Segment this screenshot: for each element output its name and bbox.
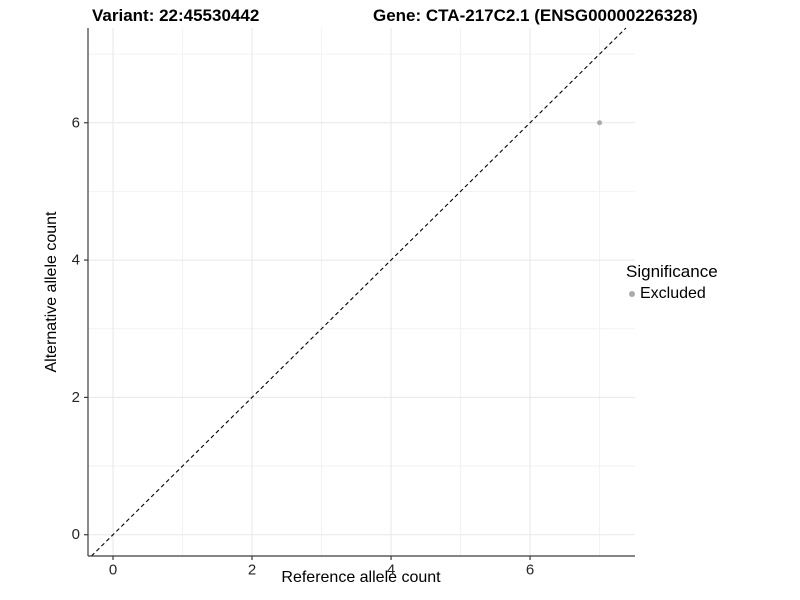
y-tick-label: 0 xyxy=(72,526,80,543)
legend-title: Significance xyxy=(626,262,718,281)
y-tick-label: 6 xyxy=(72,114,80,131)
y-tick-label: 4 xyxy=(72,252,80,269)
legend-item-label: Excluded xyxy=(640,285,706,302)
plot-title-variant: Variant: 22:45530442 xyxy=(92,6,260,25)
legend-point-icon xyxy=(629,291,635,297)
legend: Significance Excluded xyxy=(626,262,718,303)
x-axis-label: Reference allele count xyxy=(281,569,441,586)
y-axis-label: Alternative allele count xyxy=(43,211,60,373)
x-tick-label: 2 xyxy=(248,561,256,578)
y-tick-label: 2 xyxy=(72,389,80,406)
x-tick-label: 4 xyxy=(387,561,395,578)
legend-item-excluded: Excluded xyxy=(626,285,718,303)
plot-title-gene: Gene: CTA-217C2.1 (ENSG00000226328) xyxy=(373,6,698,25)
data-point xyxy=(597,120,603,126)
x-tick-label: 6 xyxy=(526,561,534,578)
identity-dashed-line xyxy=(91,27,627,557)
x-tick-label: 0 xyxy=(109,561,117,578)
